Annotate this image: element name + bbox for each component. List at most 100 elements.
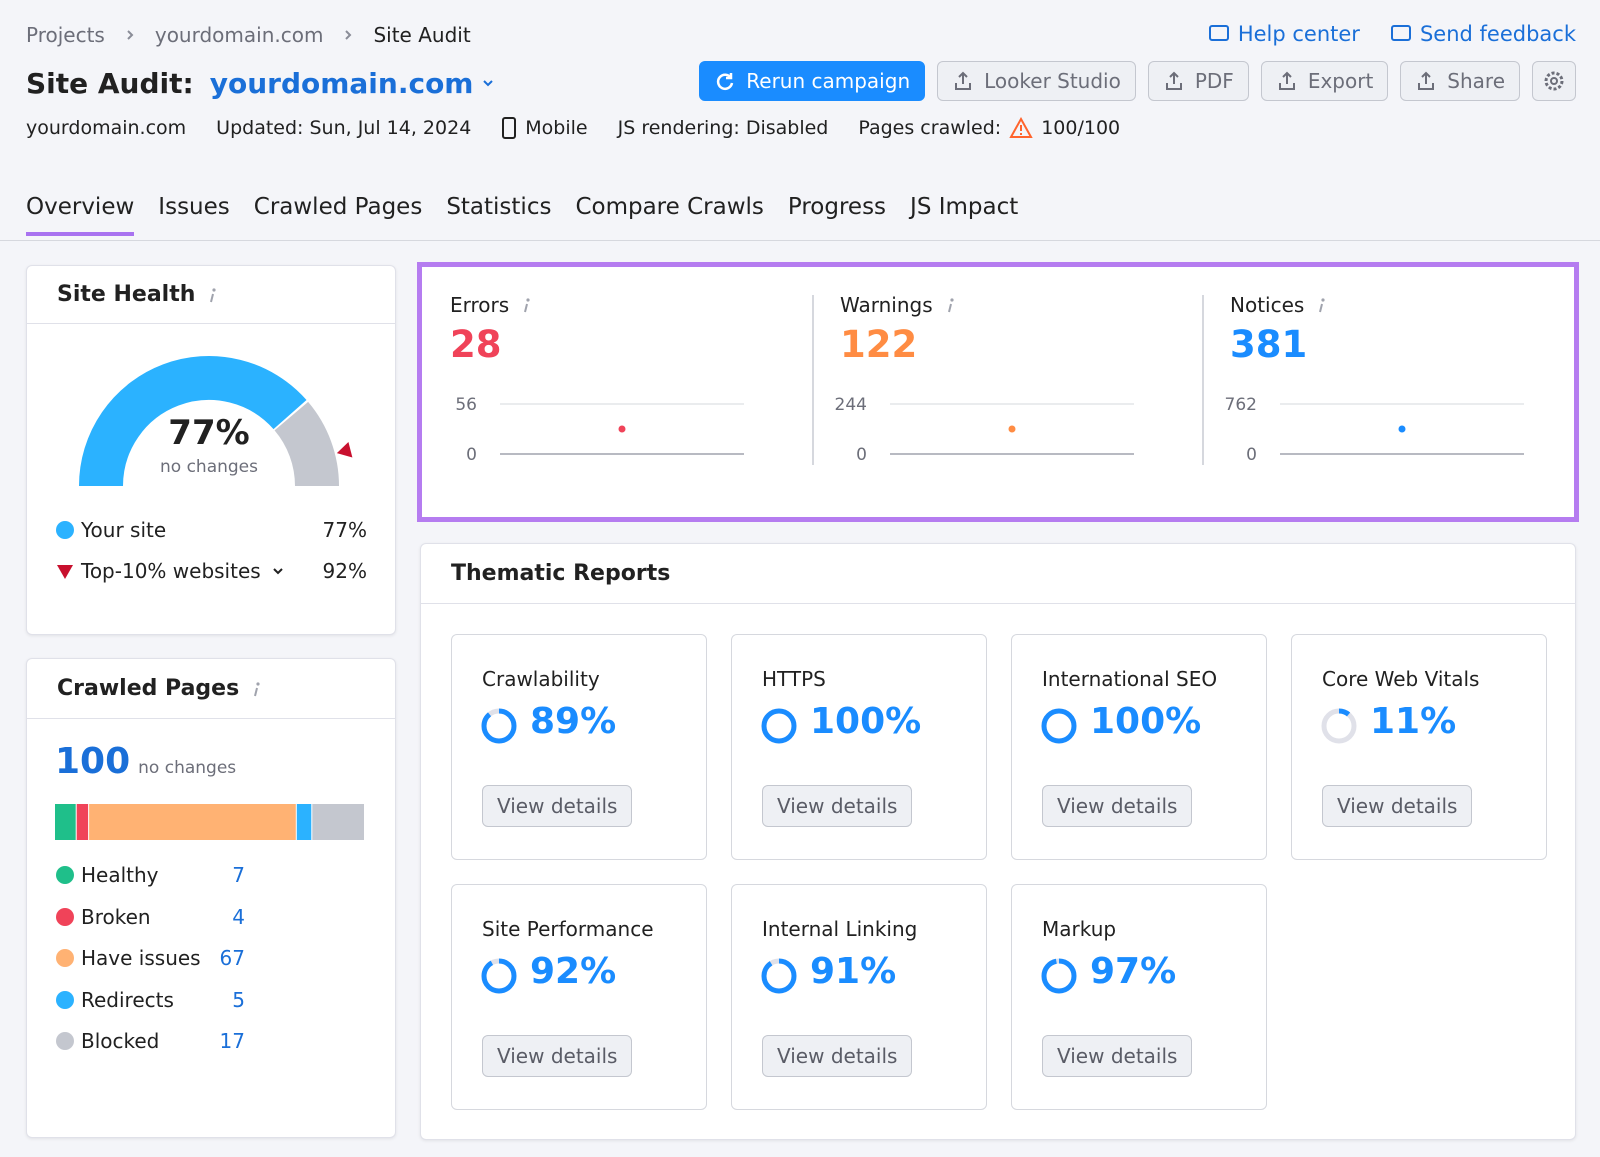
header-button[interactable]: Export	[1260, 61, 1389, 101]
legend-value[interactable]: 67	[219, 946, 245, 970]
tab[interactable]: Compare Crawls	[575, 190, 763, 232]
view-details-button[interactable]: View details	[762, 1035, 913, 1077]
gauge-score-arc	[79, 356, 307, 487]
report-name: Crawlability	[482, 667, 600, 691]
report-donut	[1041, 958, 1077, 994]
report-tile: Core Web Vitals 11% View details	[1291, 634, 1547, 860]
legend-marker	[56, 990, 74, 1009]
thematic-reports-card: Thematic Reports Crawlability 89% View deta…	[420, 543, 1576, 1140]
legend-marker	[56, 1032, 74, 1050]
legend-value[interactable]: 17	[219, 1029, 245, 1053]
info-dot	[212, 287, 216, 292]
issue-header: Warnings	[840, 293, 957, 317]
report-tile: Crawlability 89% View details	[451, 634, 707, 860]
header-link[interactable]: Help center	[1208, 22, 1360, 46]
tab[interactable]: Statistics	[446, 190, 551, 232]
tab[interactable]: Progress	[788, 190, 886, 232]
crawled-pages-card: Crawled Pages 100 no changes Healthy 7 Broken…	[26, 658, 396, 1138]
info-stem	[210, 293, 215, 302]
rerun-icon	[717, 73, 734, 90]
tab-label[interactable]: Compare Crawls	[575, 194, 764, 220]
legend-triangle	[57, 565, 73, 579]
tab-label[interactable]: Issues	[158, 194, 230, 220]
view-details-button[interactable]: View details	[1042, 785, 1193, 827]
tab[interactable]: Crawled Pages	[254, 190, 423, 232]
card-title: Thematic Reports	[451, 561, 671, 586]
tab-label[interactable]: JS Impact	[910, 194, 1019, 220]
issue-count[interactable]: 381	[1230, 323, 1308, 366]
header-button[interactable]: Looker Studio	[937, 61, 1136, 101]
button-label[interactable]: Share	[1447, 69, 1505, 93]
header-button[interactable]: Share	[1400, 61, 1520, 101]
button-label[interactable]: Rerun campaign	[746, 69, 911, 93]
bar-segment	[55, 804, 76, 840]
tab-label[interactable]: Crawled Pages	[253, 194, 423, 220]
view-details-button[interactable]: View details	[482, 1035, 633, 1077]
button-label[interactable]: Looker Studio	[984, 69, 1121, 93]
button-glyph	[1278, 71, 1295, 90]
crawled-legend-row: Broken 4	[55, 903, 245, 931]
health-legend-row: Top-10% websites 92%	[55, 557, 367, 585]
meta-row: yourdomain.com Updated: Sun, Jul 14, 2024…	[26, 112, 1120, 144]
view-details-button[interactable]: View details	[1042, 1035, 1193, 1077]
header-button[interactable]: PDF	[1147, 61, 1249, 101]
issue-count[interactable]: 122	[840, 323, 918, 366]
crawled-bar	[55, 804, 364, 840]
tab-label[interactable]: Statistics	[446, 194, 552, 220]
info-dot	[1321, 298, 1325, 302]
chevron-icon	[345, 30, 352, 40]
legend-value[interactable]: 7	[232, 863, 245, 887]
header-links: Help center Send feedback	[1208, 18, 1576, 50]
view-details-button[interactable]: View details	[762, 785, 913, 827]
meta-domain: yourdomain.com	[26, 117, 187, 139]
report-score: 11%	[1370, 701, 1457, 742]
tab-label[interactable]: Progress	[787, 194, 887, 220]
report-tile: International SEO 100% View details	[1011, 634, 1267, 860]
view-details-button[interactable]: View details	[482, 785, 633, 827]
legend-name: Healthy	[81, 863, 159, 887]
legend-value[interactable]: 5	[232, 987, 245, 1012]
breadcrumb[interactable]: yourdomain.com	[154, 23, 324, 47]
breadcrumbs: Projects yourdomain.com Site Audit	[26, 20, 471, 50]
legend-dot	[56, 990, 74, 1009]
legend-marker	[56, 521, 74, 539]
warning-icon	[1009, 117, 1033, 138]
issue-header: Errors	[450, 293, 533, 317]
gauge-change: no changes	[160, 457, 258, 477]
info-dot	[526, 298, 530, 302]
header-link[interactable]: Send feedback	[1390, 22, 1576, 46]
donut-value	[1041, 708, 1077, 744]
tab[interactable]: Issues	[158, 190, 229, 232]
legend-value[interactable]: 4	[232, 904, 245, 929]
breadcrumb[interactable]: Projects	[26, 23, 105, 47]
legend-value: 77%	[322, 518, 367, 542]
legend-name: Your site	[81, 518, 167, 542]
pages-value: 100/100	[1041, 117, 1121, 139]
bar-segment	[312, 804, 364, 840]
tab-label[interactable]: Overview	[26, 194, 135, 220]
link-text[interactable]: Send feedback	[1419, 22, 1576, 46]
view-details-button[interactable]: View details	[1322, 785, 1473, 827]
legend-marker	[56, 907, 74, 926]
report-donut	[481, 708, 517, 744]
tab[interactable]: Overview	[26, 190, 135, 236]
button-glyph	[1165, 71, 1182, 90]
y-tick-label: 244	[835, 395, 867, 415]
button-label[interactable]: PDF	[1194, 69, 1234, 93]
issue-count[interactable]: 28	[450, 323, 502, 366]
header-button[interactable]: Rerun campaign	[699, 61, 926, 101]
legend-marker	[56, 949, 74, 967]
domain-name[interactable]: yourdomain.com	[209, 66, 474, 100]
button-icon	[955, 71, 972, 90]
issue-sparkline: 0 56	[455, 395, 744, 465]
link-text[interactable]: Help center	[1237, 22, 1360, 46]
meta-device: Mobile	[501, 116, 588, 140]
button-label[interactable]: Export	[1307, 69, 1374, 93]
tab[interactable]: JS Impact	[910, 190, 1018, 232]
donut-track	[1321, 708, 1357, 744]
domain-select[interactable]: yourdomain.com	[210, 67, 496, 100]
legend-name: Redirects	[81, 987, 174, 1012]
button-glyph	[1418, 71, 1435, 90]
settings-button[interactable]	[1532, 61, 1576, 101]
